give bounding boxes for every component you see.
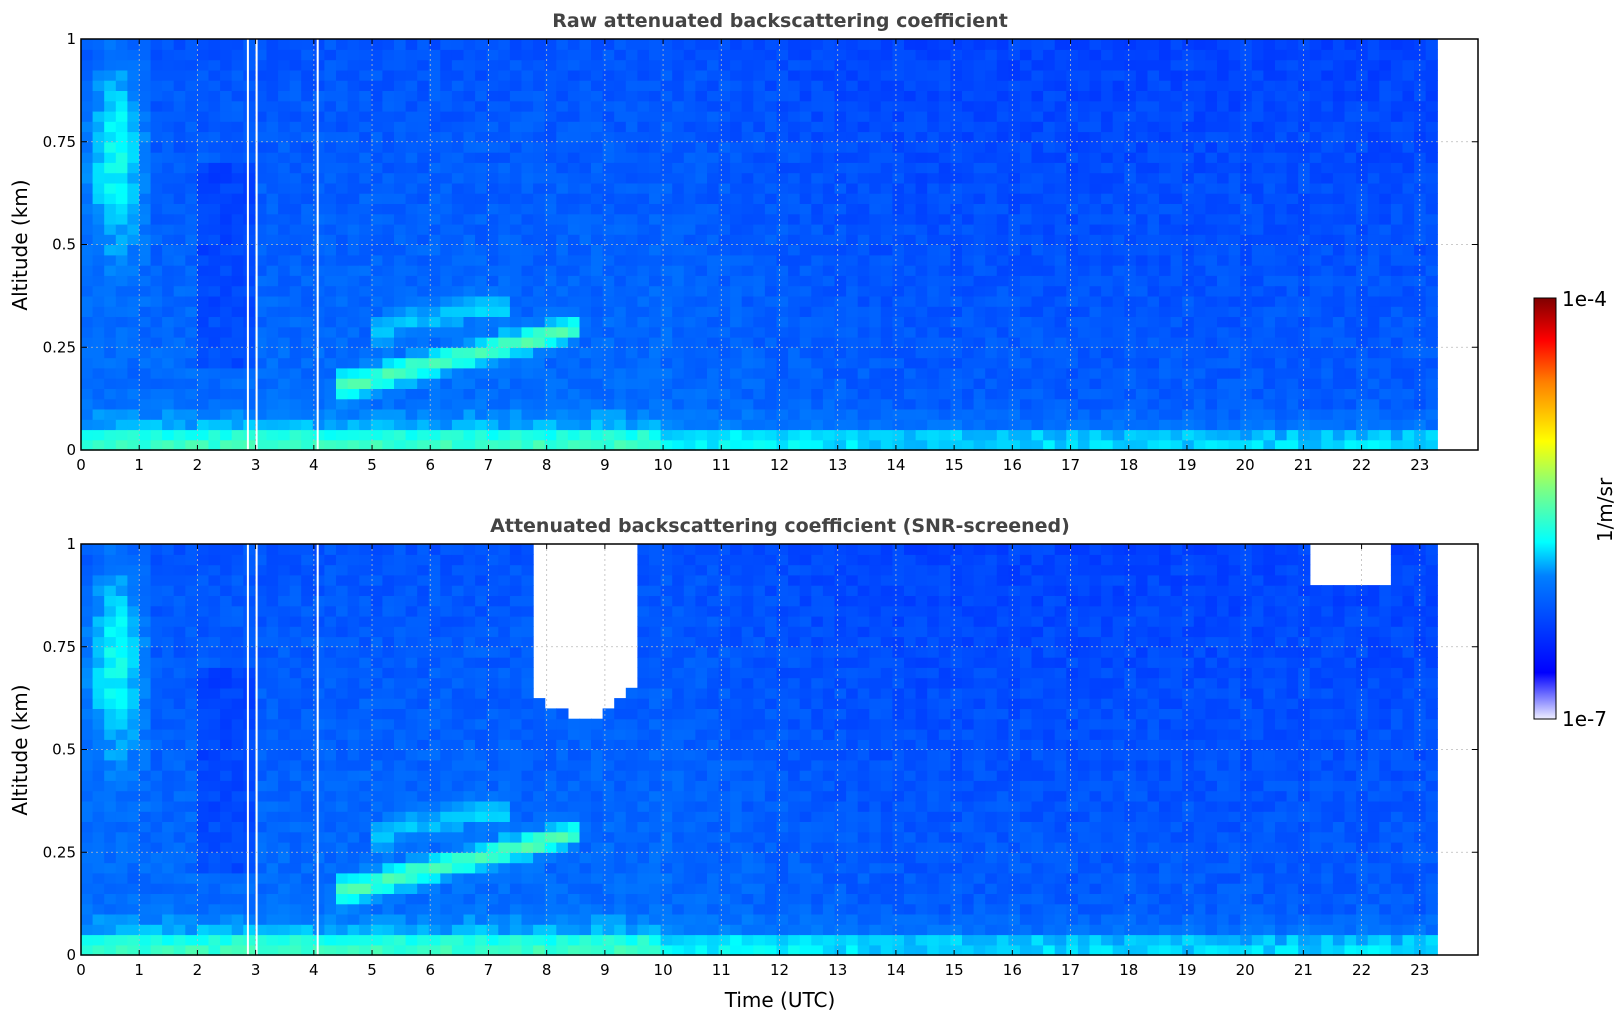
x-tick-label: 6 — [425, 456, 435, 474]
y-ticks: 0 0.25 0.5 0.75 1 — [43, 535, 1478, 964]
x-tick-label: 2 — [193, 961, 203, 979]
x-tick-label: 19 — [1177, 961, 1196, 979]
x-tick-label: 3 — [251, 456, 261, 474]
y-axis-label: Altitude (km) — [8, 179, 32, 310]
x-tick-label: 7 — [484, 961, 494, 979]
y-axis-label: Altitude (km) — [8, 684, 32, 815]
x-tick-label: 11 — [712, 456, 731, 474]
x-tick-label: 1 — [134, 456, 144, 474]
chart-title: Raw attenuated backscattering coefficien… — [552, 10, 1008, 32]
x-tick-label: 8 — [542, 961, 552, 979]
x-tick-label: 21 — [1294, 456, 1313, 474]
x-tick-label: 18 — [1119, 456, 1138, 474]
x-ticks: 0 1 2 3 4 5 6 7 8 9 10 11 12 13 14 15 16 17 18 19 20 21 22 23 — [76, 544, 1429, 979]
x-tick-label: 10 — [654, 961, 673, 979]
y-tick-label: 0 — [66, 946, 76, 964]
panel-screened: Attenuated backscattering coefficient (S… — [8, 515, 1479, 1012]
colorbar: 1e-4 1e-7 1/m/sr — [1533, 287, 1617, 731]
x-tick-label: 14 — [886, 961, 905, 979]
colorbar-max-label: 1e-4 — [1562, 287, 1607, 311]
y-tick-label: 0.75 — [43, 638, 76, 656]
x-tick-label: 15 — [945, 456, 964, 474]
colorbar-gradient — [1533, 297, 1557, 720]
x-tick-label: 23 — [1410, 456, 1429, 474]
x-tick-label: 16 — [1003, 961, 1022, 979]
x-tick-label: 15 — [945, 961, 964, 979]
x-tick-label: 10 — [654, 456, 673, 474]
y-ticks: 0 0.25 0.5 0.75 1 — [43, 30, 1478, 459]
grid — [81, 39, 1478, 450]
y-tick-label: 0.5 — [52, 236, 76, 254]
x-tick-label: 5 — [367, 456, 377, 474]
x-tick-label: 17 — [1061, 961, 1080, 979]
x-tick-label: 9 — [600, 456, 610, 474]
x-tick-label: 17 — [1061, 456, 1080, 474]
x-tick-label: 13 — [828, 456, 847, 474]
x-tick-label: 19 — [1177, 456, 1196, 474]
x-tick-label: 4 — [309, 456, 319, 474]
y-tick-label: 0.25 — [43, 338, 76, 356]
chart-title: Attenuated backscattering coefficient (S… — [490, 515, 1070, 537]
y-tick-label: 1 — [66, 535, 76, 553]
x-tick-label: 22 — [1352, 961, 1371, 979]
colorbar-min-label: 1e-7 — [1562, 707, 1607, 731]
y-tick-label: 0 — [66, 441, 76, 459]
x-ticks: 0 1 2 3 4 5 6 7 8 9 10 11 12 13 14 15 16 17 18 19 20 21 22 23 — [76, 39, 1429, 474]
x-tick-label: 11 — [712, 961, 731, 979]
x-tick-label: 21 — [1294, 961, 1313, 979]
x-tick-label: 1 — [134, 961, 144, 979]
x-tick-label: 16 — [1003, 456, 1022, 474]
x-tick-label: 14 — [886, 456, 905, 474]
panel-raw: Raw attenuated backscattering coefficien… — [8, 10, 1479, 474]
x-tick-label: 12 — [770, 961, 789, 979]
heatmap-field — [81, 39, 1438, 451]
x-tick-label: 0 — [76, 961, 86, 979]
x-tick-label: 20 — [1236, 456, 1255, 474]
y-tick-label: 0.25 — [43, 843, 76, 861]
x-tick-label: 5 — [367, 961, 377, 979]
x-tick-label: 13 — [828, 961, 847, 979]
x-tick-label: 0 — [76, 456, 86, 474]
x-tick-label: 6 — [425, 961, 435, 979]
grid — [81, 544, 1478, 955]
x-axis-label: Time (UTC) — [724, 988, 836, 1012]
x-tick-label: 20 — [1236, 961, 1255, 979]
x-tick-label: 7 — [484, 456, 494, 474]
y-tick-label: 1 — [66, 30, 76, 48]
x-tick-label: 23 — [1410, 961, 1429, 979]
x-tick-label: 8 — [542, 456, 552, 474]
x-tick-label: 18 — [1119, 961, 1138, 979]
heatmap-field — [81, 544, 1438, 956]
x-tick-label: 12 — [770, 456, 789, 474]
y-tick-label: 0.5 — [52, 741, 76, 759]
colorbar-unit-label: 1/m/sr — [1593, 477, 1617, 542]
x-tick-label: 9 — [600, 961, 610, 979]
x-tick-label: 22 — [1352, 456, 1371, 474]
x-tick-label: 4 — [309, 961, 319, 979]
x-tick-label: 3 — [251, 961, 261, 979]
x-tick-label: 2 — [193, 456, 203, 474]
y-tick-label: 0.75 — [43, 133, 76, 151]
